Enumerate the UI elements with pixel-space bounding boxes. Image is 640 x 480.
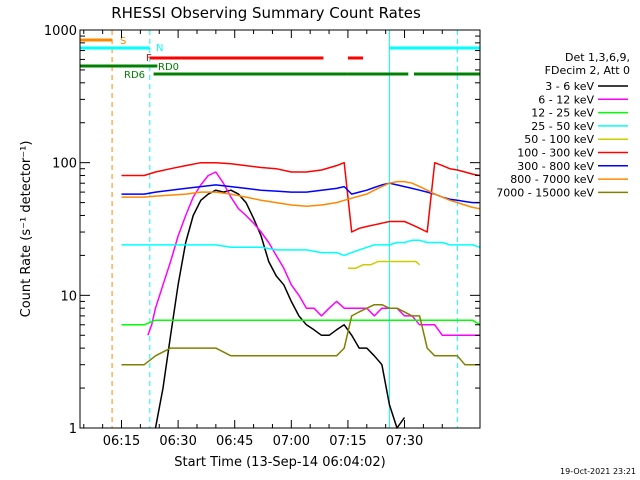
flag-label-rd0: RD0 bbox=[158, 62, 179, 73]
footer-date: 19-Oct-2021 23:21 bbox=[560, 467, 636, 476]
x-tick-label-4: 07:00 bbox=[273, 434, 310, 449]
flag-label-n: N bbox=[156, 43, 163, 54]
legend-title-2: FDecim 2, Att 0 bbox=[545, 64, 630, 77]
y-axis-label: Count Rate (s⁻¹ detector⁻¹) bbox=[19, 141, 34, 318]
axes: 06:15 06:30 06:45 07:00 07:15 07:30 1 10 100 1000 bbox=[44, 24, 480, 449]
series-line-3 bbox=[121, 319, 481, 326]
legend-label-9: 7000 - 15000 keV bbox=[496, 186, 594, 199]
legend-label-1: 3 - 6 keV bbox=[545, 80, 594, 93]
x-tick-label-3: 06:45 bbox=[216, 434, 253, 449]
series-line-6 bbox=[121, 161, 481, 233]
legend-label-7: 300 - 800 keV bbox=[517, 160, 594, 173]
y-tick-label-4: 1000 bbox=[44, 24, 77, 39]
flag-label-rd6: RD6 bbox=[124, 70, 145, 81]
chart-title: RHESSI Observing Summary Count Rates bbox=[111, 4, 421, 22]
x-tick-label-2: 06:30 bbox=[159, 434, 196, 449]
y-tick-label-2: 10 bbox=[60, 289, 77, 304]
series-line-5 bbox=[347, 260, 421, 270]
series-line-1 bbox=[154, 189, 406, 429]
y-tick-label-1: 1 bbox=[69, 422, 77, 437]
x-tick-label-5: 07:15 bbox=[329, 434, 366, 449]
legend-label-3: 12 - 25 keV bbox=[531, 107, 594, 120]
flag-label-f: F bbox=[146, 53, 152, 64]
plot-frame bbox=[79, 29, 481, 429]
series-line-7 bbox=[121, 182, 480, 204]
x-tick-label-1: 06:15 bbox=[103, 434, 140, 449]
legend-label-5: 50 - 100 keV bbox=[524, 133, 594, 146]
series-line-4 bbox=[121, 239, 481, 257]
series-line-8 bbox=[121, 180, 481, 210]
legend-label-2: 6 - 12 keV bbox=[538, 93, 594, 106]
legend-label-4: 25 - 50 keV bbox=[531, 120, 594, 133]
legend-title-1: Det 1,3,6,9, bbox=[565, 51, 630, 64]
series-line-2 bbox=[147, 171, 480, 337]
series-line-9 bbox=[121, 303, 480, 366]
legend-label-6: 100 - 300 keV bbox=[517, 147, 594, 160]
legend-label-8: 800 - 7000 keV bbox=[510, 173, 594, 186]
x-axis-label: Start Time (13-Sep-14 06:04:02) bbox=[174, 455, 385, 470]
y-tick-label-3: 100 bbox=[52, 157, 77, 172]
x-tick-label-6: 07:30 bbox=[386, 434, 423, 449]
flag-label-s: S bbox=[120, 36, 126, 47]
